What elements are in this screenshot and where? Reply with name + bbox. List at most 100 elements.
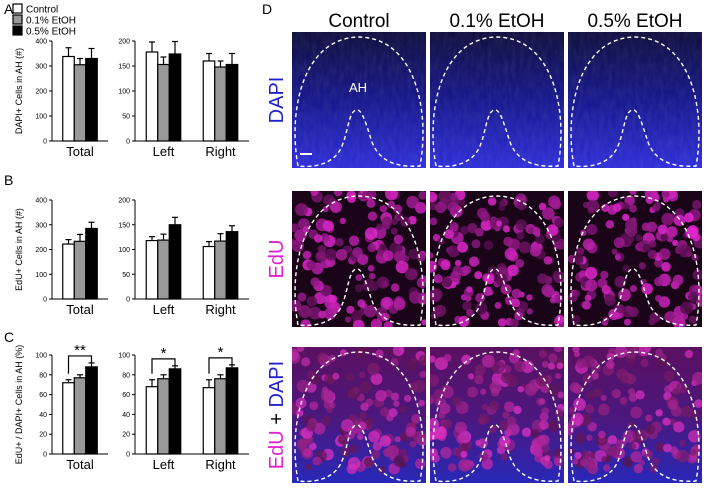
cell-nucleus <box>526 308 533 315</box>
cell-nucleus <box>658 248 671 261</box>
cell-nucleus <box>538 202 547 211</box>
cell-nucleus <box>661 212 675 226</box>
cell-nucleus <box>678 244 692 258</box>
cell-nucleus <box>481 403 489 411</box>
y-tick-label: 200 <box>35 247 47 254</box>
cell-nucleus <box>518 241 531 254</box>
cell-nucleus <box>606 360 615 369</box>
cell-nucleus <box>635 390 645 400</box>
cell-nucleus <box>411 414 421 424</box>
cell-nucleus <box>307 370 316 379</box>
y-tick-label: 40 <box>122 412 130 419</box>
cell-nucleus <box>419 370 426 379</box>
cell-nucleus <box>651 457 660 465</box>
bar <box>168 53 182 142</box>
cell-nucleus <box>515 219 527 231</box>
cell-nucleus <box>662 417 671 426</box>
cell-nucleus <box>430 191 438 203</box>
cell-nucleus <box>638 262 647 270</box>
cell-nucleus <box>347 389 357 399</box>
y-tick-label: 20 <box>122 432 130 439</box>
cell-nucleus <box>504 401 515 413</box>
region-outline <box>294 36 424 168</box>
cell-nucleus <box>462 301 472 311</box>
bar <box>202 245 216 300</box>
bar <box>202 387 216 455</box>
legend-swatch-control <box>12 3 23 14</box>
significance-label: * <box>161 345 167 362</box>
cell-nucleus <box>435 397 446 408</box>
cell-nucleus <box>593 388 602 398</box>
cell-nucleus <box>296 379 310 393</box>
cell-nucleus <box>569 382 581 393</box>
cell-nucleus <box>574 451 582 460</box>
cell-nucleus <box>324 307 337 320</box>
cell-nucleus <box>553 347 563 353</box>
cell-nucleus <box>530 428 540 439</box>
cell-nucleus <box>648 240 657 248</box>
cell-nucleus <box>301 357 311 367</box>
chart-b-total: 0 100 200 300 400 EdU+ Cells in AH (#) Total <box>14 198 108 317</box>
cell-nucleus <box>541 443 550 453</box>
cell-nucleus <box>320 233 330 243</box>
cell-nucleus <box>305 463 312 471</box>
cell-nucleus <box>306 260 316 270</box>
cell-nucleus <box>623 318 631 326</box>
chart-b-lr: 0 50 100 150 200 Left Right <box>118 198 249 317</box>
column-header: 0.5% EtOH <box>587 11 682 32</box>
cell-nucleus <box>451 396 462 407</box>
region-outline <box>570 195 700 327</box>
x-tick-label: Total <box>66 457 94 472</box>
cell-nucleus <box>310 277 320 287</box>
region-outline <box>432 36 562 168</box>
cell-nucleus <box>664 385 673 394</box>
cell-nucleus <box>430 394 438 404</box>
cell-nucleus <box>502 225 510 233</box>
cell-nucleus <box>529 245 542 257</box>
cell-nucleus <box>364 417 375 429</box>
cell-nucleus <box>663 191 670 198</box>
cell-nucleus <box>582 300 592 310</box>
cell-nucleus <box>611 388 622 399</box>
bar <box>73 240 87 300</box>
cell-nucleus <box>668 418 676 426</box>
cell-nucleus <box>673 421 685 433</box>
cell-nucleus <box>607 191 619 198</box>
cell-nucleus <box>584 266 598 280</box>
cell-nucleus <box>320 415 331 426</box>
chart-a-total: 0 100 200 300 400 DAPI+ Cells in AH (#) Total <box>14 39 108 159</box>
cell-nucleus <box>517 385 525 393</box>
cell-nucleus <box>292 299 302 312</box>
cell-nucleus <box>308 306 322 320</box>
x-tick-label: Right <box>205 457 236 472</box>
cell-nucleus <box>458 458 471 472</box>
cell-nucleus <box>676 449 690 463</box>
cell-nucleus <box>649 312 661 323</box>
cell-nucleus <box>683 212 694 223</box>
bar <box>157 63 170 142</box>
cell-nucleus <box>370 372 383 385</box>
y-axis-label: EdU+ Cells in AH (#) <box>14 208 24 291</box>
cell-nucleus <box>292 238 297 246</box>
cell-nucleus <box>509 318 519 327</box>
column-header: Control <box>328 11 389 32</box>
cell-nucleus <box>306 296 318 307</box>
cell-nucleus <box>409 440 417 448</box>
cell-nucleus <box>388 408 398 418</box>
cell-nucleus <box>655 442 666 453</box>
cell-nucleus <box>383 321 393 327</box>
cell-nucleus <box>393 234 404 245</box>
cell-nucleus <box>383 447 393 458</box>
cell-nucleus <box>292 348 299 362</box>
cell-nucleus <box>548 419 560 432</box>
chart-a-lr: 0 50 100 150 200 Left Right <box>118 39 249 159</box>
cell-nucleus <box>294 229 307 242</box>
cell-nucleus <box>638 347 650 357</box>
cell-nucleus <box>372 441 382 451</box>
cell-nucleus <box>654 277 664 287</box>
cell-nucleus <box>381 280 389 288</box>
significance-bracket <box>67 355 93 374</box>
cell-nucleus <box>653 201 661 209</box>
cell-nucleus <box>676 382 688 394</box>
cell-nucleus <box>337 434 348 445</box>
